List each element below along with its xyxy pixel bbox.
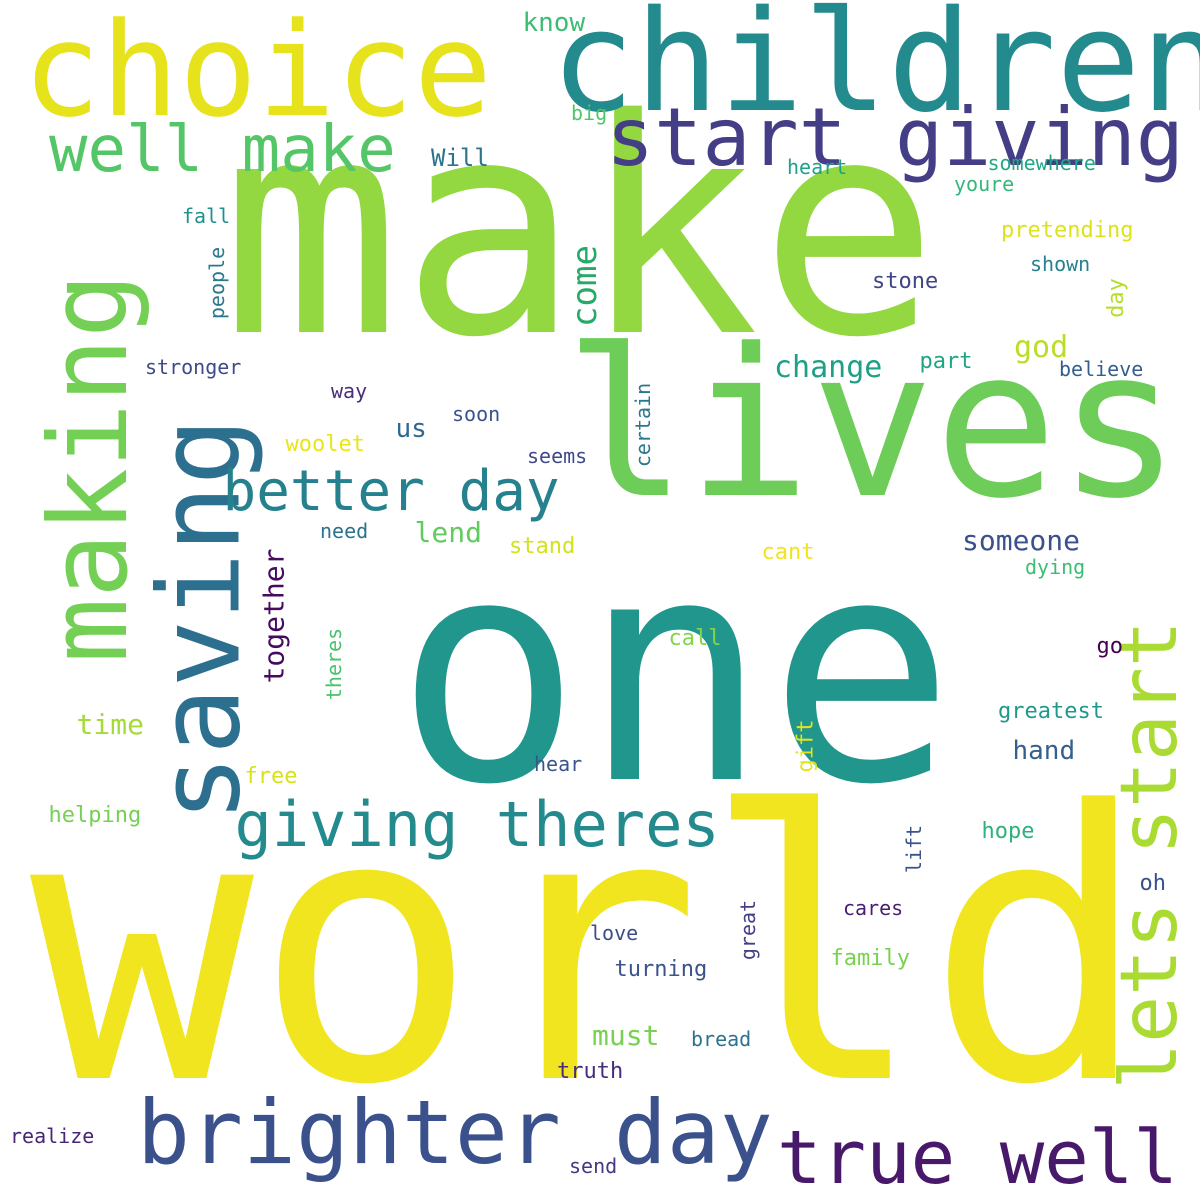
word: come (564, 244, 605, 327)
word: family (830, 946, 910, 971)
word: send (569, 1154, 618, 1178)
word: world (30, 733, 1150, 1166)
word: believe (1059, 357, 1144, 381)
word: helping (48, 803, 142, 828)
word: making (27, 272, 153, 663)
word: one (395, 491, 955, 853)
word: big (571, 101, 608, 125)
word: fall (182, 204, 231, 228)
word: stone (872, 269, 939, 294)
word: true well (777, 1114, 1178, 1200)
word: free (244, 764, 298, 789)
word: way (331, 379, 368, 403)
word: theres (322, 627, 347, 700)
word: someone (962, 524, 1081, 557)
word: seems (527, 444, 588, 468)
word: us (395, 414, 427, 444)
word: youre (954, 172, 1015, 196)
word: greatest (998, 699, 1104, 724)
word: gift (792, 719, 818, 772)
word: realize (10, 1124, 95, 1148)
word: people (205, 246, 230, 320)
word: lift (902, 824, 927, 874)
word: pretending (1001, 218, 1134, 243)
word: well make (49, 113, 396, 187)
word: oh (1139, 871, 1167, 896)
word: together (256, 548, 290, 684)
word: hope (981, 819, 1035, 844)
word: day (1103, 277, 1129, 318)
word: need (320, 519, 369, 543)
word: change (774, 349, 883, 385)
word: great (736, 899, 761, 961)
word: truth (557, 1059, 624, 1084)
word: make (221, 56, 939, 403)
word: must (592, 1019, 660, 1052)
word: heart (787, 155, 848, 179)
word: go (1096, 634, 1124, 659)
word: lend (414, 516, 482, 549)
word: cant (761, 540, 815, 565)
word: lives (564, 305, 1182, 544)
word: part (919, 349, 973, 374)
word: turning (614, 957, 708, 982)
word: hear (534, 752, 583, 776)
word: better day (222, 459, 560, 524)
word: somewhere (987, 151, 1096, 175)
word: time (76, 708, 144, 741)
word: bread (691, 1027, 752, 1051)
word: Will (431, 144, 489, 172)
word: shown (1030, 252, 1091, 276)
word: children (550, 0, 1200, 144)
word: god (1014, 330, 1069, 365)
word: soon (452, 402, 501, 426)
word: brighter day (137, 1080, 773, 1184)
word: hand (1012, 736, 1076, 766)
word: stand (509, 534, 576, 559)
word: woolet (285, 432, 365, 457)
word: love (590, 921, 639, 945)
word: start giving (606, 90, 1184, 184)
word: know (522, 8, 586, 38)
word: lets start (1104, 620, 1195, 1090)
word: certain (631, 382, 656, 468)
word: giving theres (234, 788, 720, 861)
word: cares (843, 896, 904, 920)
word: dying (1025, 555, 1086, 579)
word: choice (22, 0, 493, 146)
word: stronger (145, 355, 242, 379)
word: call (668, 626, 722, 651)
